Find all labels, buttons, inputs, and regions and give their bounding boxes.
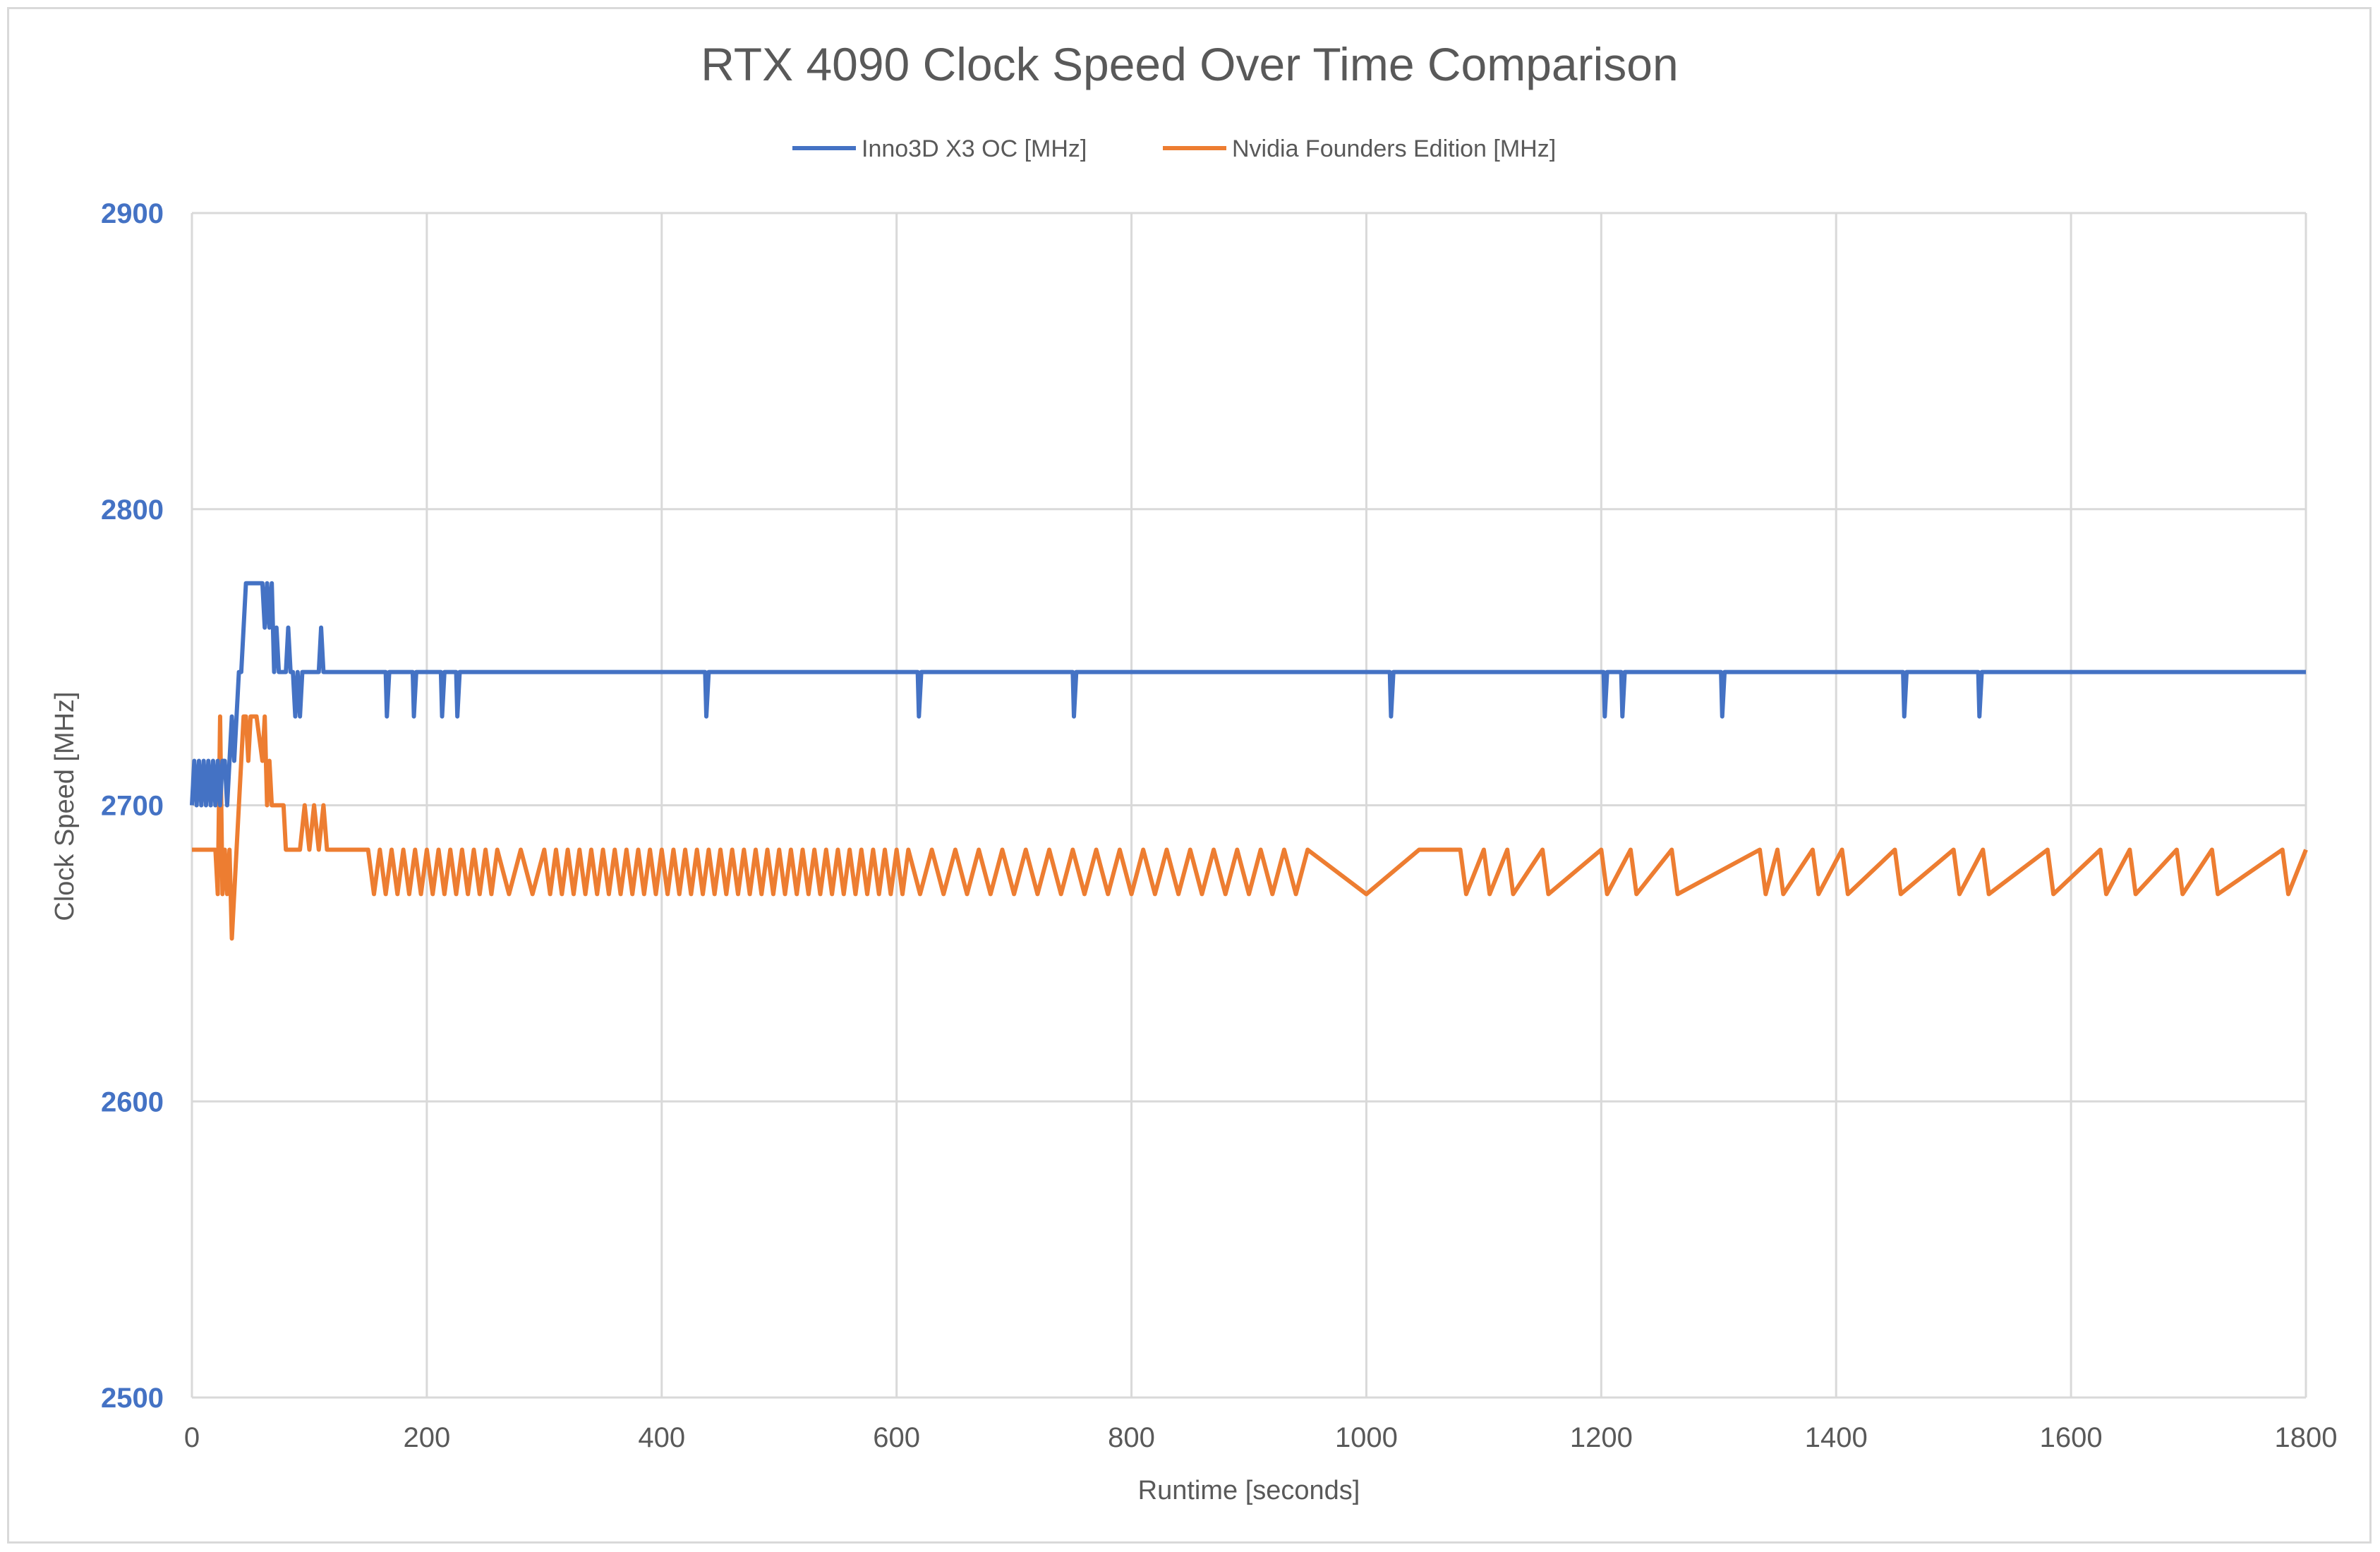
y-axis-label: Clock Speed [MHz] bbox=[50, 691, 80, 921]
series-line-inno3d bbox=[190, 581, 2306, 808]
x-tick-label: 1400 bbox=[1805, 1422, 1868, 1453]
x-tick-label: 1600 bbox=[2040, 1422, 2103, 1453]
x-tick-label: 200 bbox=[404, 1422, 451, 1453]
legend-item-founders-edition: Nvidia Founders Edition [MHz] bbox=[1163, 135, 1556, 162]
tick-labels: 2500 2600 2700 2800 2900 0 200 400 600 800 1000 120… bbox=[101, 198, 2337, 1453]
legend-label-inno3d: Inno3D X3 OC [MHz] bbox=[862, 135, 1087, 162]
x-tick-label: 1800 bbox=[2275, 1422, 2338, 1453]
x-tick-label: 0 bbox=[184, 1422, 200, 1453]
y-tick-label: 2800 bbox=[101, 495, 164, 526]
chart-frame bbox=[7, 7, 2372, 1544]
x-tick-label: 400 bbox=[638, 1422, 685, 1453]
plot-grid bbox=[192, 212, 2307, 1398]
chart-title: RTX 4090 Clock Speed Over Time Compariso… bbox=[701, 38, 1678, 90]
y-tick-label: 2900 bbox=[101, 198, 164, 229]
legend-item-inno3d: Inno3D X3 OC [MHz] bbox=[792, 135, 1087, 162]
legend: Inno3D X3 OC [MHz] Nvidia Founders Editi… bbox=[792, 135, 1556, 162]
y-tick-label: 2500 bbox=[101, 1383, 164, 1414]
plot-series bbox=[190, 581, 2308, 941]
x-tick-label: 800 bbox=[1108, 1422, 1155, 1453]
y-tick-label: 2600 bbox=[101, 1086, 164, 1117]
x-tick-label: 600 bbox=[873, 1422, 920, 1453]
legend-label-founders-edition: Nvidia Founders Edition [MHz] bbox=[1232, 135, 1556, 162]
x-tick-label: 1000 bbox=[1335, 1422, 1398, 1453]
y-tick-label: 2700 bbox=[101, 791, 164, 822]
x-axis-label: Runtime [seconds] bbox=[1138, 1476, 1360, 1505]
series-line-founders-edition bbox=[192, 714, 2308, 941]
x-tick-label: 1200 bbox=[1570, 1422, 1633, 1453]
